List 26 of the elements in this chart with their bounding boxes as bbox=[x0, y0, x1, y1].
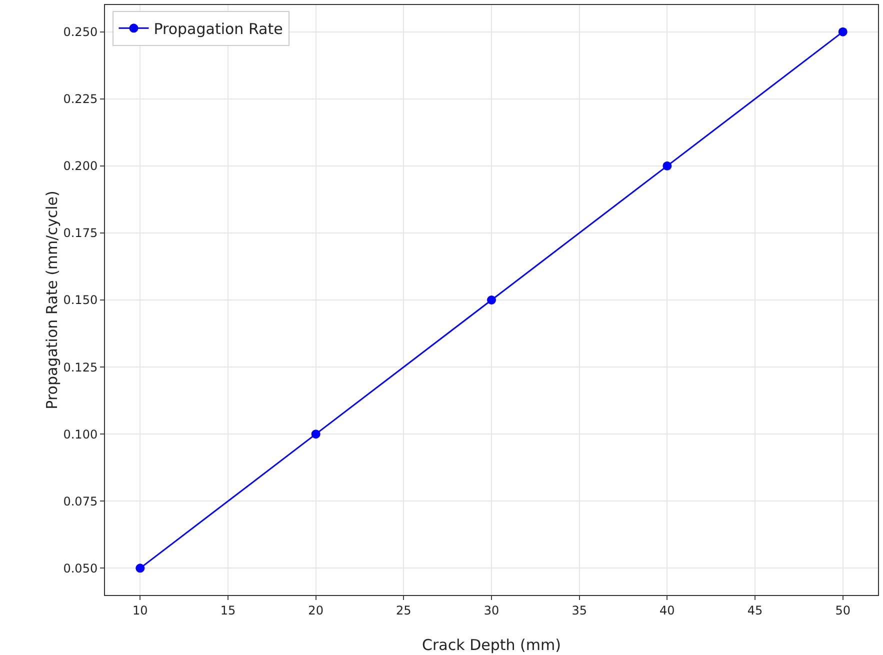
x-tick-label: 45 bbox=[747, 603, 763, 618]
x-tick-label: 20 bbox=[308, 603, 324, 618]
y-tick-label: 0.050 bbox=[63, 561, 98, 576]
x-tick-label: 15 bbox=[220, 603, 236, 618]
y-tick-label: 0.200 bbox=[63, 159, 98, 174]
y-tick-label: 0.100 bbox=[63, 427, 98, 442]
point bbox=[838, 27, 848, 36]
x-tick-label: 35 bbox=[572, 603, 587, 618]
y-tick-label: 0.250 bbox=[63, 25, 98, 40]
y-tick-label: 0.225 bbox=[63, 92, 98, 106]
y-tick-label: 0.075 bbox=[63, 494, 98, 508]
x-tick-label: 40 bbox=[660, 603, 675, 618]
x-tick-label: 25 bbox=[396, 603, 412, 618]
y-tick-label: 0.175 bbox=[63, 226, 98, 240]
point bbox=[311, 430, 320, 439]
y-tick-label: 0.125 bbox=[63, 360, 98, 374]
x-tick-label: 50 bbox=[835, 603, 850, 618]
y-axis-title: Propagation Rate (mm/cycle) bbox=[43, 190, 62, 410]
y-tick-label: 0.150 bbox=[63, 293, 98, 308]
point bbox=[662, 161, 672, 170]
x-tick-label: 30 bbox=[484, 603, 500, 618]
x-axis-title: Crack Depth (mm) bbox=[422, 636, 561, 654]
x-tick-label: 10 bbox=[132, 603, 148, 618]
legend-label: Propagation Rate bbox=[154, 20, 283, 38]
point bbox=[136, 564, 145, 573]
point bbox=[487, 296, 496, 304]
